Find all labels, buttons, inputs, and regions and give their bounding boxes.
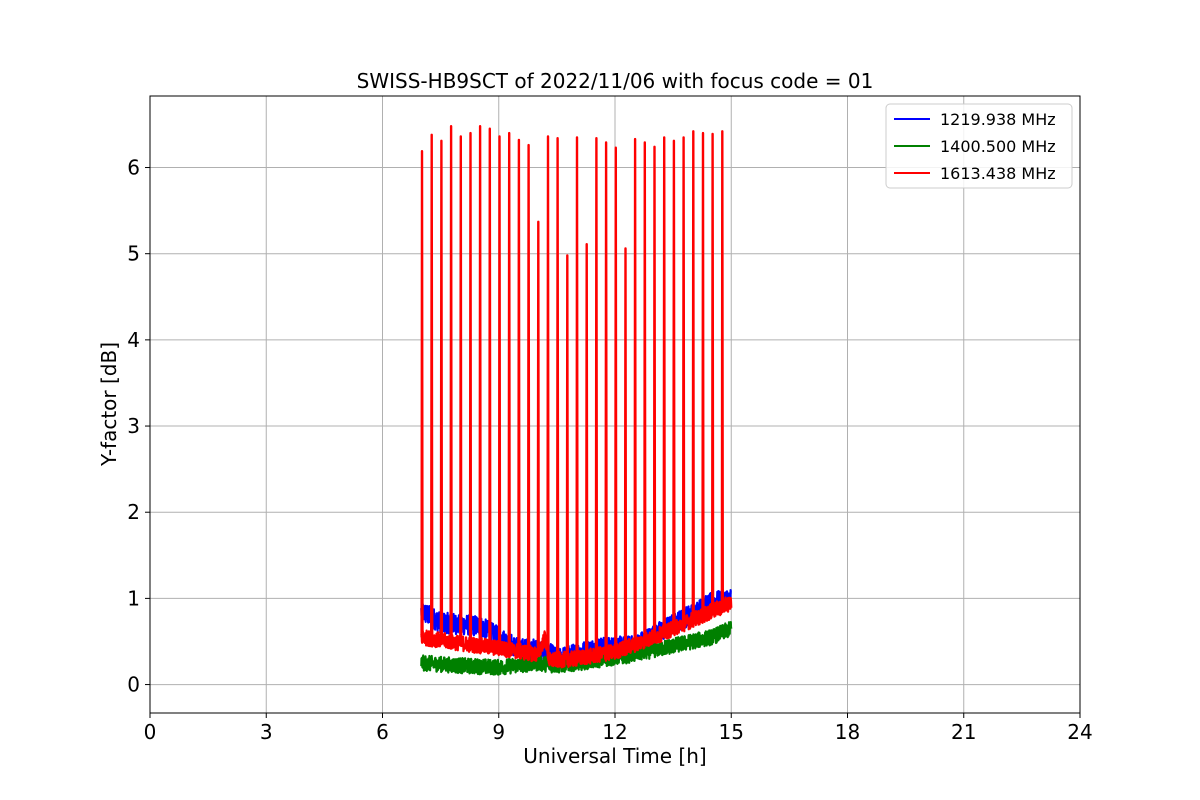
spike-point (536, 220, 540, 653)
spike-point (517, 138, 521, 652)
legend: 1219.938 MHz 1400.500 MHz 1613.438 MHz (885, 103, 1073, 189)
y-tick-label: 1 (127, 586, 140, 610)
x-tick-label: 21 (951, 720, 976, 744)
spike-point (672, 139, 676, 629)
spike-point (633, 137, 637, 645)
y-tick-label: 5 (127, 242, 140, 266)
spike-point (497, 135, 502, 649)
x-tick-label: 3 (260, 720, 273, 744)
spike-point (711, 132, 715, 612)
spike-point (720, 130, 724, 607)
spike-point (420, 150, 424, 638)
spike-point (468, 131, 473, 645)
x-tick-label: 15 (719, 720, 744, 744)
spike-point (556, 137, 560, 660)
spike-point (614, 146, 618, 652)
spike-point (449, 125, 453, 642)
spike-point (652, 145, 657, 637)
y-tick-label: 4 (127, 328, 140, 352)
x-tick-label: 12 (602, 720, 627, 744)
legend-entry-label: 1219.938 MHz (940, 110, 1056, 129)
spike-point (594, 137, 599, 656)
spike-point (643, 141, 647, 641)
x-tick-label: 18 (835, 720, 860, 744)
spike-point (681, 136, 686, 624)
data-series (420, 125, 733, 676)
x-tick-label: 0 (144, 720, 157, 744)
spike-point (701, 131, 705, 616)
x-axis-label: Universal Time [h] (523, 744, 706, 768)
y-tick-label: 0 (127, 673, 140, 697)
legend-entry-label: 1400.500 MHz (940, 137, 1056, 156)
x-tick-label: 9 (492, 720, 505, 744)
y-tick-label: 6 (127, 156, 140, 180)
spike-point (546, 135, 550, 654)
spike-point (488, 127, 492, 648)
legend-entry-label: 1613.438 MHz (940, 164, 1056, 183)
x-tick-label: 6 (376, 720, 389, 744)
spike-point (439, 139, 444, 641)
spike-point (691, 130, 695, 620)
chart-title: SWISS-HB9SCT of 2022/11/06 with focus co… (357, 69, 874, 93)
spike-point (459, 135, 463, 644)
spike-point (478, 125, 482, 646)
spike-point (585, 243, 589, 657)
series-line-3 (420, 596, 733, 669)
y-tick-label: 3 (127, 414, 140, 438)
spike-point (575, 136, 579, 659)
spike-point (623, 247, 628, 648)
spike-point (526, 143, 531, 654)
spike-point (604, 141, 608, 654)
spike-point (507, 131, 511, 651)
x-tick-label: 24 (1067, 720, 1092, 744)
spike-point (565, 254, 569, 660)
legend-box (885, 103, 1073, 189)
y-tick-label: 2 (127, 500, 140, 524)
spike-point (662, 136, 666, 633)
y-axis-label: Y-factor [dB] (97, 342, 121, 467)
spike-point (430, 133, 434, 639)
